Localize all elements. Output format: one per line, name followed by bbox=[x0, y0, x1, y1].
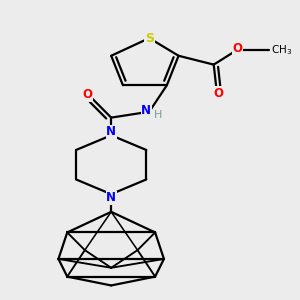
Text: O: O bbox=[83, 88, 93, 101]
Text: O: O bbox=[232, 42, 242, 55]
Text: N: N bbox=[141, 104, 151, 117]
Text: CH$_3$: CH$_3$ bbox=[271, 43, 292, 57]
Text: S: S bbox=[145, 32, 154, 45]
Text: H: H bbox=[154, 110, 162, 120]
Text: N: N bbox=[106, 125, 116, 138]
Text: O: O bbox=[213, 87, 223, 100]
Text: N: N bbox=[106, 191, 116, 204]
